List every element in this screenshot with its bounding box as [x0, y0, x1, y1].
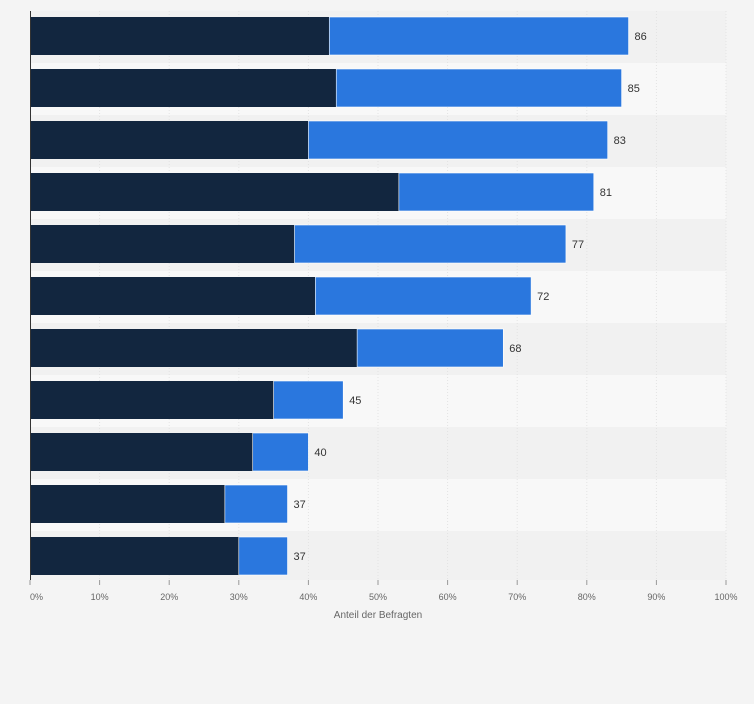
bar-segment-series-1[interactable]: [30, 329, 358, 367]
bar-value-label: 40: [314, 447, 326, 459]
bar-segment-series-1[interactable]: [30, 381, 274, 419]
x-tick-label: 100%: [714, 592, 737, 602]
x-tick-label: 0%: [30, 592, 43, 602]
x-tick-label: 60%: [439, 592, 457, 602]
x-axis-title: Anteil der Befragten: [334, 610, 422, 621]
bar-segment-series-1[interactable]: [30, 433, 253, 471]
bar-value-label: 86: [635, 31, 647, 43]
x-tick-label: 40%: [299, 592, 317, 602]
bar-value-label: 81: [600, 187, 612, 199]
bar-segment-series-1[interactable]: [30, 537, 239, 575]
bar-value-label: 37: [294, 551, 306, 563]
bar-value-label: 85: [628, 83, 640, 95]
bar-segment-series-1[interactable]: [30, 485, 225, 523]
bar-segment-series-1[interactable]: [30, 225, 295, 263]
bar-value-label: 77: [572, 239, 584, 251]
bar-segment-series-2[interactable]: [315, 276, 532, 316]
x-tick-label: 90%: [647, 592, 665, 602]
x-tick-label: 20%: [160, 592, 178, 602]
bar-value-label: 45: [349, 395, 361, 407]
bar-segment-series-1[interactable]: [30, 17, 330, 55]
x-tick-label: 80%: [578, 592, 596, 602]
x-tick-label: 70%: [508, 592, 526, 602]
bar-segment-series-2[interactable]: [294, 224, 567, 264]
bar-segment-series-1[interactable]: [30, 121, 309, 159]
bar-segment-series-2[interactable]: [356, 328, 504, 368]
x-tick-label: 30%: [230, 592, 248, 602]
bars: [30, 16, 629, 576]
bar-segment-series-2[interactable]: [252, 432, 309, 472]
x-tick-label: 10%: [91, 592, 109, 602]
bar-segment-series-2[interactable]: [398, 172, 595, 212]
bar-value-label: 72: [537, 291, 549, 303]
bar-segment-series-2[interactable]: [224, 484, 288, 524]
value-labels: 86 85 83 81 77 72 68 45 40 37 37: [294, 31, 647, 563]
bar-value-label: 68: [509, 343, 521, 355]
bar-segment-series-2[interactable]: [335, 68, 622, 108]
x-tick-label: 50%: [369, 592, 387, 602]
bar-value-label: 37: [294, 499, 306, 511]
bar-segment-series-2[interactable]: [308, 120, 608, 160]
bar-segment-series-1[interactable]: [30, 173, 399, 211]
bar-value-label: 83: [614, 135, 626, 147]
bar-segment-series-2[interactable]: [238, 536, 288, 576]
bar-segment-series-1[interactable]: [30, 69, 337, 107]
bar-segment-series-2[interactable]: [273, 380, 344, 420]
bar-segment-series-1[interactable]: [30, 277, 316, 315]
bar-segment-series-2[interactable]: [328, 16, 629, 56]
x-axis: 0% 10% 20% 30% 40% 50% 60% 70% 80% 90% 100%: [29, 11, 738, 602]
